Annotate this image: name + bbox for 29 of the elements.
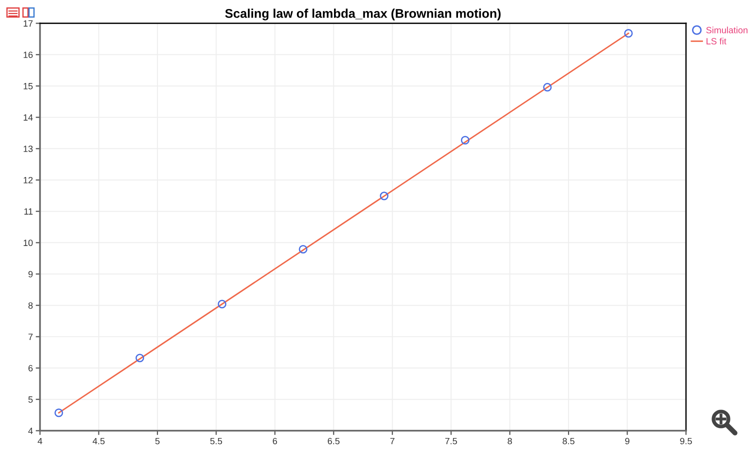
- x-tick-label: 6.5: [328, 438, 340, 444]
- x-tick-label: 8.5: [562, 438, 574, 444]
- x-tick-label: 9: [625, 438, 630, 444]
- x-tick-label: 8: [508, 438, 512, 444]
- y-tick-label: 14: [24, 114, 33, 121]
- x-tick-label: 9.5: [680, 438, 692, 444]
- y-tick-label: 15: [24, 83, 33, 90]
- x-tick-label: 5: [155, 438, 160, 444]
- y-tick-label: 12: [24, 176, 33, 184]
- y-tick-label: 8: [28, 302, 33, 309]
- x-tick-label: 6: [272, 438, 278, 444]
- y-tick-label: 7: [28, 334, 33, 340]
- x-tick-label: 5.5: [210, 438, 222, 444]
- x-tick-label: 7: [390, 438, 394, 444]
- legend-label: Simulation: [706, 26, 748, 34]
- y-tick-label: 5: [28, 396, 33, 403]
- y-tick-label: 10: [24, 240, 33, 246]
- x-tick-label: 7.5: [445, 438, 457, 444]
- x-tick-label: 4: [38, 438, 42, 444]
- y-tick-label: 11: [24, 208, 33, 215]
- legend-label: LS fit: [706, 38, 726, 44]
- x-tick-label: 4.5: [92, 438, 105, 444]
- chart-title: Scaling law of lambda_max (Brownian motion): [225, 8, 501, 20]
- y-tick-label: 4: [28, 428, 33, 434]
- y-tick-label: 16: [24, 52, 33, 58]
- y-tick-label: 13: [24, 146, 33, 152]
- y-tick-label: 9: [28, 270, 33, 278]
- y-tick-label: 17: [24, 20, 33, 27]
- y-tick-label: 6: [28, 364, 33, 372]
